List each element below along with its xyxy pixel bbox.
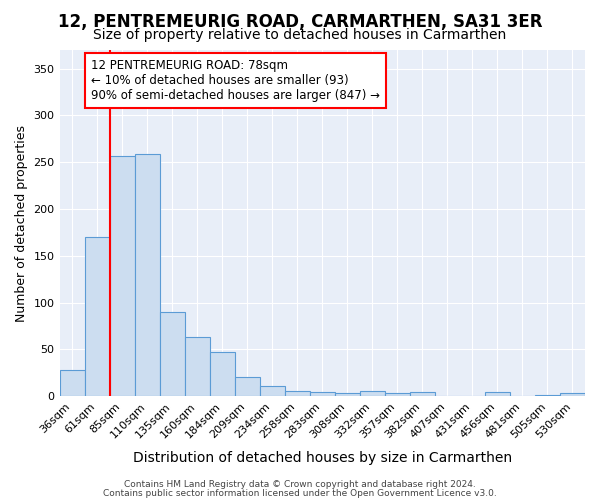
Bar xyxy=(560,394,585,396)
Y-axis label: Number of detached properties: Number of detached properties xyxy=(15,124,28,322)
Bar xyxy=(134,154,160,396)
Bar xyxy=(160,312,185,396)
Text: 12, PENTREMEURIG ROAD, CARMARTHEN, SA31 3ER: 12, PENTREMEURIG ROAD, CARMARTHEN, SA31 … xyxy=(58,12,542,30)
Text: Size of property relative to detached houses in Carmarthen: Size of property relative to detached ho… xyxy=(94,28,506,42)
Bar xyxy=(59,370,85,396)
Bar xyxy=(85,237,110,396)
Bar xyxy=(485,392,510,396)
X-axis label: Distribution of detached houses by size in Carmarthen: Distribution of detached houses by size … xyxy=(133,451,512,465)
Bar xyxy=(260,386,285,396)
Bar xyxy=(285,390,310,396)
Bar xyxy=(235,378,260,396)
Bar xyxy=(410,392,435,396)
Text: Contains HM Land Registry data © Crown copyright and database right 2024.: Contains HM Land Registry data © Crown c… xyxy=(124,480,476,489)
Bar xyxy=(535,395,560,396)
Bar xyxy=(310,392,335,396)
Bar xyxy=(360,392,385,396)
Bar xyxy=(185,337,209,396)
Bar xyxy=(110,156,134,396)
Text: Contains public sector information licensed under the Open Government Licence v3: Contains public sector information licen… xyxy=(103,488,497,498)
Bar xyxy=(385,394,410,396)
Bar xyxy=(335,394,360,396)
Text: 12 PENTREMEURIG ROAD: 78sqm
← 10% of detached houses are smaller (93)
90% of sem: 12 PENTREMEURIG ROAD: 78sqm ← 10% of det… xyxy=(91,58,380,102)
Bar xyxy=(209,352,235,396)
